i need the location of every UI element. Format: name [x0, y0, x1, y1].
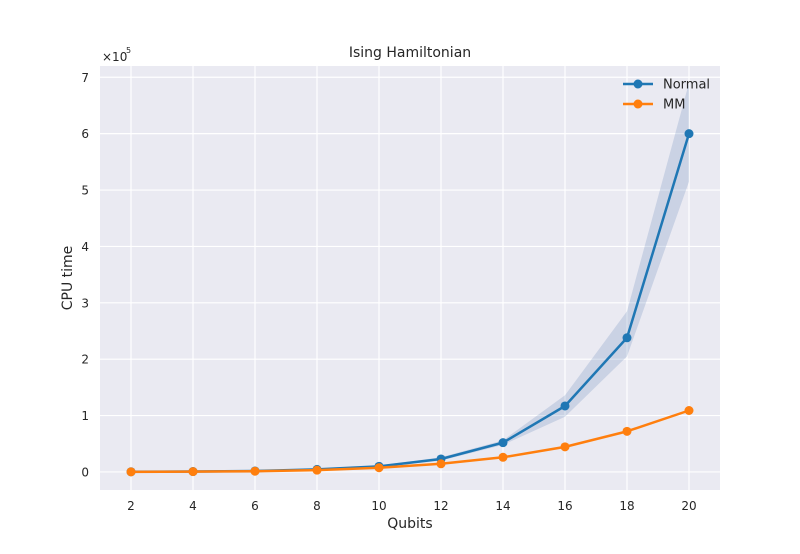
data-point-mm: [374, 463, 384, 473]
data-point-normal: [684, 129, 694, 139]
x-tick-label: 20: [681, 499, 696, 513]
data-point-mm: [188, 467, 198, 477]
x-tick-label: 12: [433, 499, 448, 513]
data-point-mm: [312, 465, 322, 475]
data-point-mm: [560, 442, 570, 452]
legend-marker-mm: [633, 99, 643, 109]
x-axis-label: Qubits: [387, 516, 432, 532]
y-scale-offset: ×10 5: [102, 46, 131, 64]
x-tick-label: 6: [251, 499, 259, 513]
data-point-mm: [126, 467, 136, 477]
data-point-normal: [560, 401, 570, 411]
data-point-mm: [436, 459, 446, 469]
y-tick-label: 7: [81, 71, 89, 85]
legend-label-normal: Normal: [663, 78, 710, 93]
x-tick-label: 14: [495, 499, 510, 513]
data-point-mm: [498, 452, 508, 462]
series-lines: [126, 129, 694, 477]
data-point-normal: [498, 438, 508, 448]
x-tick-label: 10: [371, 499, 386, 513]
grid: [100, 66, 720, 490]
y-tick-label: 5: [81, 184, 89, 198]
legend: Normal MM: [623, 78, 710, 113]
data-point-mm: [250, 466, 260, 476]
y-tick-label: 4: [81, 240, 89, 254]
y-tick-label: 0: [81, 465, 89, 479]
legend-marker-normal: [633, 79, 643, 89]
y-scale-multiplier: ×10: [102, 50, 127, 64]
plot-background: [100, 66, 720, 490]
y-tick-label: 6: [81, 127, 89, 141]
y-tick-label: 2: [81, 353, 89, 367]
x-tick-label: 4: [189, 499, 197, 513]
x-tick-label: 8: [313, 499, 321, 513]
x-tick-label: 16: [557, 499, 572, 513]
legend-label-mm: MM: [663, 98, 685, 113]
legend-item-normal: Normal: [623, 78, 710, 93]
series-line-mm: [130, 409, 690, 474]
chart-title: Ising Hamiltonian: [349, 45, 471, 61]
y-tick-label: 3: [81, 296, 89, 310]
data-point-mm: [622, 426, 632, 436]
x-tick-label: 18: [619, 499, 634, 513]
y-scale-exponent: 5: [126, 46, 131, 55]
data-point-normal: [622, 333, 632, 343]
legend-item-mm: MM: [623, 98, 685, 113]
data-point-mm: [684, 406, 694, 415]
y-axis-label: CPU time: [60, 246, 76, 311]
x-tick-label: 2: [127, 499, 135, 513]
y-tick-label: 1: [81, 409, 89, 423]
